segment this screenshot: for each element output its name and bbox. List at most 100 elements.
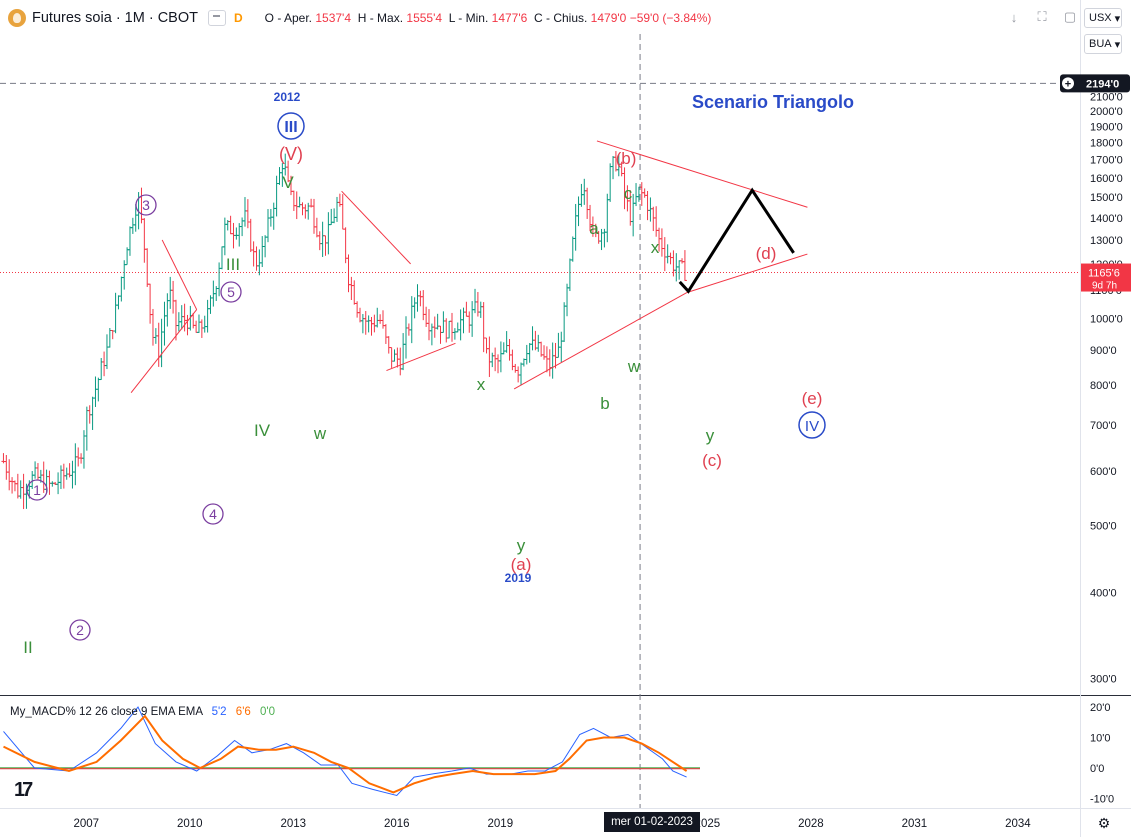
y-tick-label: 600'0 bbox=[1090, 466, 1117, 478]
wave-IV-circle bbox=[798, 411, 826, 439]
delayed-badge[interactable]: D bbox=[233, 11, 243, 25]
wave-5-circle bbox=[220, 281, 242, 303]
y-tick-label: 500'0 bbox=[1090, 521, 1117, 533]
x-tick-label: 2010 bbox=[177, 818, 203, 830]
wave-x-small: x bbox=[651, 238, 660, 257]
trendline-small-triangle-lower[interactable] bbox=[130, 309, 198, 394]
crosshair-date-tag: mer 01-02-2023 bbox=[604, 812, 700, 832]
close-label: C - Chius. bbox=[533, 11, 588, 25]
wave-III-circle bbox=[277, 112, 305, 140]
x-tick-label: 2013 bbox=[280, 818, 306, 830]
wave-y-2019: y bbox=[517, 536, 526, 555]
last-price-tag bbox=[1081, 263, 1131, 292]
macd-y-tick-label: -10'0 bbox=[1090, 794, 1114, 806]
crosshair-price-tag bbox=[1060, 74, 1130, 93]
y-tick-label: 900'0 bbox=[1090, 345, 1117, 357]
wave-4-circle bbox=[202, 503, 224, 525]
header-controls: ↓ ⛶ ▢ bbox=[997, 6, 1081, 28]
restore-icon[interactable]: ▢ bbox=[1063, 9, 1077, 24]
countdown-label: 9d 7h bbox=[1092, 281, 1117, 292]
low-label: L - Min. bbox=[448, 11, 489, 25]
last-price-label: 1165'6 bbox=[1088, 268, 1120, 280]
triangle-lower-extension[interactable] bbox=[686, 253, 808, 294]
arrow-down-icon[interactable]: ↓ bbox=[1010, 9, 1018, 25]
symbol-title[interactable]: Futures soia · 1M · CBOT bbox=[32, 10, 198, 26]
x-tick-label: 2016 bbox=[384, 818, 410, 830]
plus-sign: + bbox=[1065, 78, 1071, 90]
wave-green-III: III bbox=[226, 255, 240, 274]
open-value: 1537'4 bbox=[315, 11, 352, 25]
y-tick-label: 1400'0 bbox=[1090, 213, 1123, 225]
unit-value: BUA bbox=[1089, 38, 1112, 50]
wave-w-2014: w bbox=[313, 424, 327, 443]
macd-legend[interactable]: My_MACD% 12 26 close 9 EMA EMA 5'2 6'6 0… bbox=[10, 706, 275, 718]
wave-b-small: b bbox=[600, 394, 609, 413]
wave-y-small: y bbox=[706, 426, 715, 445]
high-value: 1555'4 bbox=[406, 11, 443, 25]
wave-IV-label: IV bbox=[805, 418, 819, 435]
x-tick-label: 2034 bbox=[1005, 818, 1031, 830]
fullscreen-icon[interactable]: ⛶ bbox=[1037, 9, 1047, 24]
wave-x-2018: x bbox=[477, 375, 486, 394]
y-tick-label: 1700'0 bbox=[1090, 155, 1123, 167]
wave-a-paren: (a) bbox=[511, 555, 532, 574]
wave-5: 5 bbox=[227, 284, 235, 300]
projection-path[interactable] bbox=[678, 187, 795, 294]
wave-3: 3 bbox=[142, 197, 150, 213]
scenario-title: Scenario Triangolo bbox=[692, 92, 854, 112]
wave-a-small: a bbox=[589, 219, 599, 238]
wave-III-label: III bbox=[284, 119, 297, 136]
y-tick-label: 800'0 bbox=[1090, 380, 1117, 392]
visibility-icon[interactable] bbox=[207, 10, 226, 26]
wave-e-paren: (e) bbox=[802, 389, 823, 408]
x-tick-label: 2031 bbox=[902, 818, 928, 830]
y-tick-label: 1900'0 bbox=[1090, 121, 1123, 133]
macd-value-orange: 6'6 bbox=[235, 706, 251, 718]
gear-icon[interactable]: ⚙ bbox=[1097, 815, 1111, 831]
y-tick-label: 1500'0 bbox=[1090, 192, 1123, 204]
plus-icon[interactable] bbox=[1062, 77, 1074, 90]
wave-green-V: V bbox=[282, 173, 294, 192]
y-tick-label: 300'0 bbox=[1090, 674, 1117, 686]
y-tick-label: 700'0 bbox=[1090, 420, 1117, 432]
trendline-2014-decline[interactable] bbox=[341, 190, 411, 265]
wave-d-paren: (d) bbox=[756, 244, 777, 263]
currency-value: USX bbox=[1089, 12, 1112, 24]
x-tick-label: 2025 bbox=[695, 818, 721, 830]
triangle-lower-line[interactable] bbox=[513, 292, 687, 390]
wave-2: 2 bbox=[76, 622, 84, 638]
change-value: −59'0 (−3.84%) bbox=[629, 11, 712, 25]
macd-value-green: 0'0 bbox=[260, 706, 275, 718]
triangle-upper-line[interactable] bbox=[596, 140, 808, 208]
wave-w-small: w bbox=[627, 357, 641, 376]
y-tick-label: 1000'0 bbox=[1090, 313, 1123, 325]
trendline-small-triangle-upper[interactable] bbox=[161, 239, 198, 310]
legend-row: Futures soia · 1M · CBOT D O - Aper. 153… bbox=[8, 9, 711, 27]
wave-1: 1 bbox=[33, 482, 41, 498]
wave-1-circle bbox=[26, 479, 48, 501]
macd-y-tick-label: 0'0 bbox=[1090, 763, 1104, 775]
wave-green-IV: IV bbox=[254, 421, 271, 440]
macd-y-tick-label: 20'0 bbox=[1090, 702, 1110, 714]
macd-value-blue: 5'2 bbox=[211, 706, 227, 718]
y-tick-label: 1600'0 bbox=[1090, 173, 1123, 185]
currency-select[interactable]: USX ▾ bbox=[1084, 8, 1122, 28]
wave-b-paren: (b) bbox=[616, 149, 637, 168]
open-label: O - Aper. bbox=[264, 11, 313, 25]
x-tick-label: 2028 bbox=[798, 818, 824, 830]
macd-label: My_MACD% 12 26 close 9 EMA EMA bbox=[10, 706, 203, 718]
wave-2-circle bbox=[69, 619, 91, 641]
x-tick-label: 2007 bbox=[73, 818, 99, 830]
y-tick-label: 1800'0 bbox=[1090, 138, 1123, 150]
high-label: H - Max. bbox=[357, 11, 404, 25]
y-tick-label: 400'0 bbox=[1090, 587, 1117, 599]
macd-signal-line[interactable] bbox=[3, 714, 688, 794]
y-tick-label: 2100'0 bbox=[1090, 92, 1123, 104]
wave-4: 4 bbox=[209, 506, 217, 522]
tradingview-logo-icon[interactable]: 17 bbox=[14, 779, 33, 801]
macd-line[interactable] bbox=[3, 706, 687, 797]
trendline-2016-support[interactable] bbox=[386, 342, 456, 372]
low-value: 1477'6 bbox=[491, 11, 528, 25]
unit-select[interactable]: BUA ▾ bbox=[1084, 34, 1122, 54]
